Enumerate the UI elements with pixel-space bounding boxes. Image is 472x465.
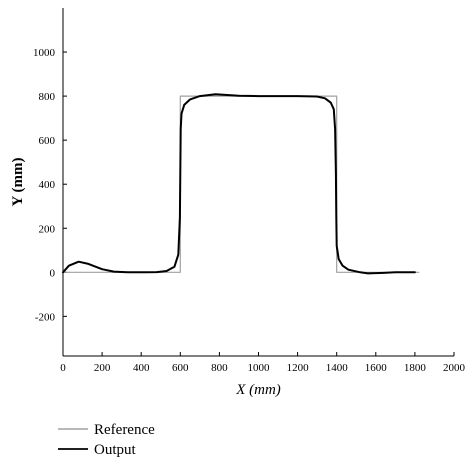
x-tick-label: 1800	[404, 362, 427, 374]
x-tick-label: 600	[172, 362, 189, 374]
x-tick-label: 400	[133, 362, 150, 374]
legend-label-output: Output	[94, 442, 137, 458]
y-tick-label: -200	[35, 311, 56, 323]
series-reference-line	[62, 95, 420, 273]
y-tick-label: 400	[39, 179, 56, 191]
x-tick-label: 1600	[365, 362, 388, 374]
y-tick-label: 200	[39, 223, 56, 235]
y-axis-title: Y (mm)	[10, 157, 26, 206]
y-axis-ticks: -200 0 200 400 600 800 1000	[33, 47, 67, 323]
y-tick-label: 600	[39, 135, 56, 147]
legend: Reference Output	[58, 422, 155, 458]
x-tick-label: 800	[211, 362, 228, 374]
x-axis-ticks: 0 200 400 600 800 1000 1200 1400 1600 1800 2000	[60, 352, 466, 374]
x-axis-title: X (mm)	[235, 382, 281, 398]
x-tick-label: 0	[60, 362, 66, 374]
x-tick-label: 1400	[326, 362, 349, 374]
y-tick-label: 800	[39, 91, 56, 103]
x-tick-label: 1200	[287, 362, 310, 374]
x-tick-label: 2000	[443, 362, 466, 374]
x-tick-label: 200	[94, 362, 111, 374]
y-tick-label: 0	[50, 267, 56, 279]
plot-area: -200 0 200 400 600 800 1000 0 200 400 600 800 1000 1…	[33, 8, 466, 374]
series-output-line	[62, 93, 416, 275]
series-layer	[62, 93, 420, 275]
x-tick-label: 1000	[248, 362, 271, 374]
legend-label-reference: Reference	[94, 422, 155, 438]
y-tick-label: 1000	[33, 47, 56, 59]
